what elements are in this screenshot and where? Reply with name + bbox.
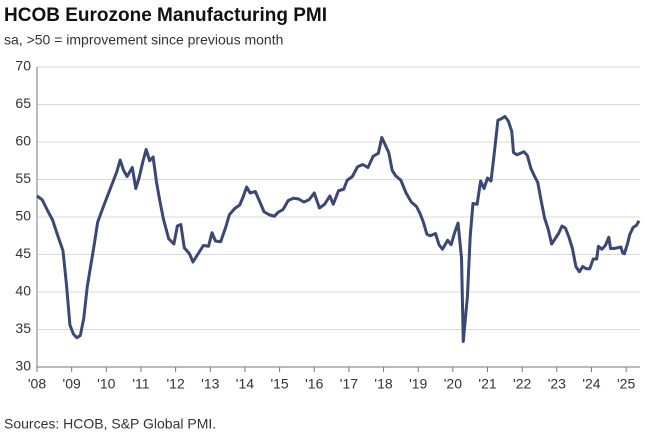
x-tick-label: '19: [409, 376, 427, 392]
y-tick-label: 35: [15, 320, 31, 336]
y-tick-label: 60: [15, 133, 31, 149]
x-tick-label: '08: [28, 376, 46, 392]
x-tick-label: '17: [340, 376, 358, 392]
x-tick-label: '11: [132, 376, 149, 392]
y-tick-label: 65: [15, 95, 31, 111]
x-tick-label: '20: [444, 376, 462, 392]
x-tick-label: '09: [63, 376, 81, 392]
x-tick-label: '14: [236, 376, 254, 392]
x-tick-label: '25: [617, 376, 635, 392]
x-tick-label: '10: [97, 376, 115, 392]
x-tick-label: '24: [582, 376, 600, 392]
y-tick-label: 40: [15, 283, 31, 299]
x-tick-label: '12: [166, 376, 184, 392]
x-tick-label: '21: [478, 376, 496, 392]
x-tick-label: '22: [513, 376, 531, 392]
y-tick-label: 30: [15, 358, 31, 374]
x-tick-label: '23: [548, 376, 566, 392]
x-tick-label: '15: [270, 376, 288, 392]
data-line: [36, 115, 641, 343]
y-tick-label: 55: [15, 170, 31, 186]
x-tick-label: '13: [201, 376, 219, 392]
x-tick-label: '16: [305, 376, 323, 392]
y-tick-label: 70: [15, 58, 31, 74]
chart-title: HCOB Eurozone Manufacturing PMI: [4, 5, 327, 26]
y-tick-label: 50: [15, 208, 31, 224]
y-tick-label: 45: [15, 245, 31, 261]
x-tick-label: '18: [374, 376, 392, 392]
source-note: Sources: HCOB, S&P Global PMI.: [4, 416, 216, 432]
chart-subtitle: sa, >50 = improvement since previous mon…: [4, 32, 283, 48]
